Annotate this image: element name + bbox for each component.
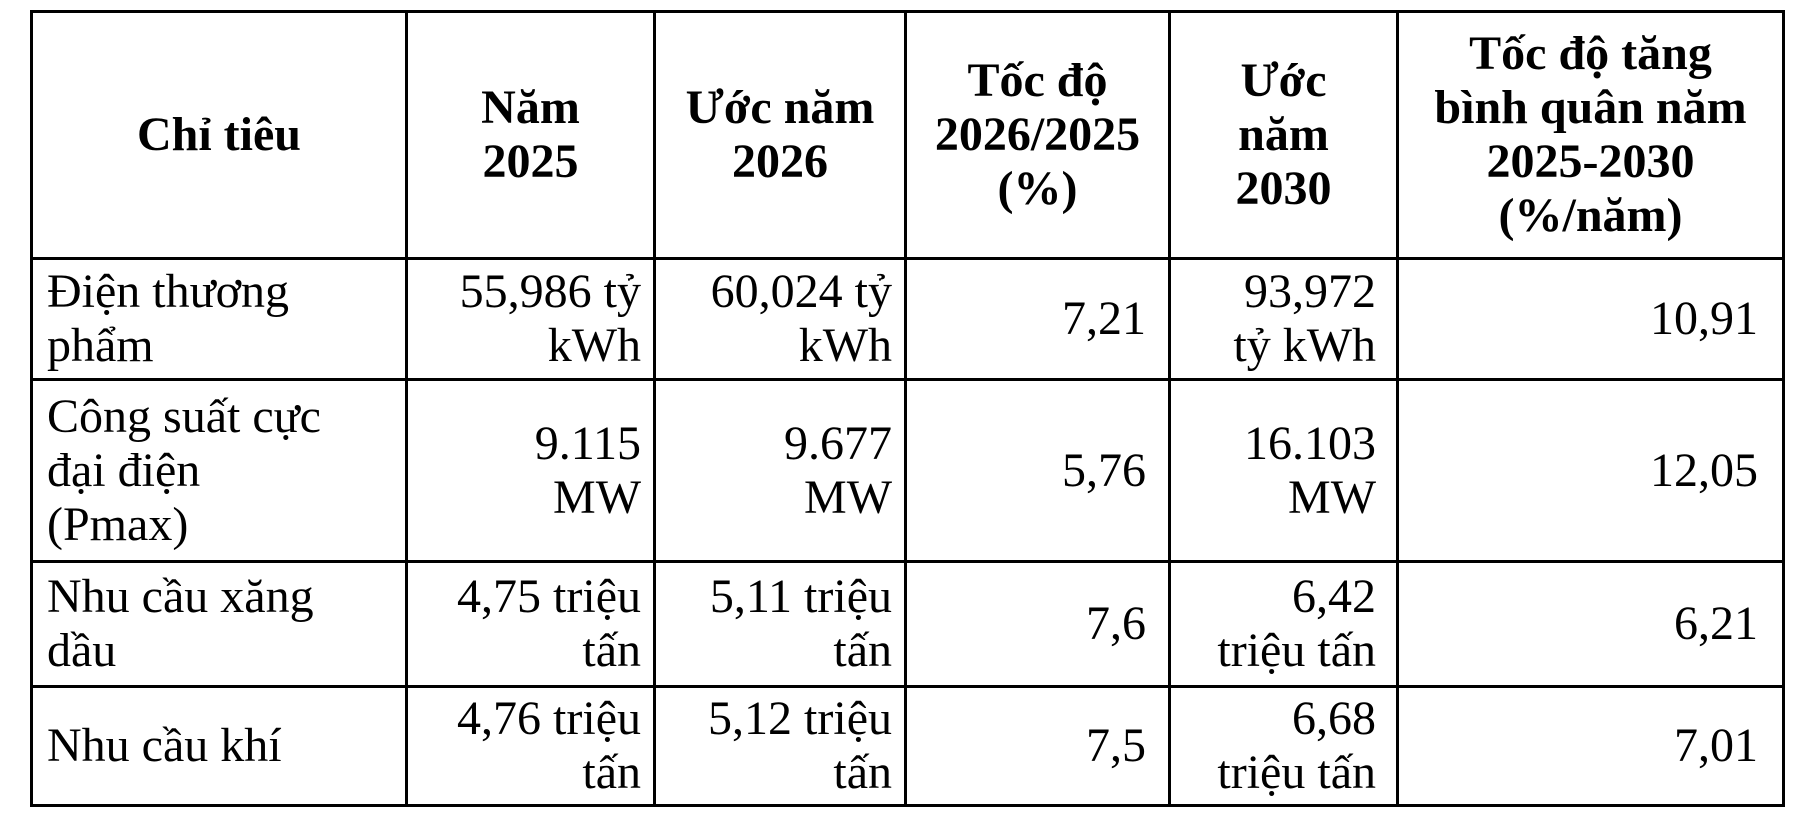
cell-est-year-2026: 5,11 triệu tấn <box>653 560 907 688</box>
cell-avg-growth-2025-2030: 12,05 <box>1396 378 1785 563</box>
cell-year-2025: 4,75 triệu tấn <box>405 560 656 688</box>
cell-year-2025: 4,76 triệu tấn <box>405 685 656 807</box>
energy-indicators-table: Chỉ tiêu Năm 2025 Ước năm 2026 Tốc độ 20… <box>30 10 1785 807</box>
cell-est-year-2026: 5,12 triệu tấn <box>653 685 907 807</box>
cell-growth-2026-vs-2025: 7,5 <box>904 685 1171 807</box>
table-row-commercial-electricity: Điện thương phẩm 55,986 tỷ kWh 60,024 tỷ… <box>30 257 1785 381</box>
cell-indicator: Điện thương phẩm <box>30 257 408 381</box>
cell-year-2025: 9.115 MW <box>405 378 656 563</box>
col-header-est-year-2026: Ước năm 2026 <box>653 10 907 260</box>
cell-growth-2026-vs-2025: 7,6 <box>904 560 1171 688</box>
cell-year-2025: 55,986 tỷ kWh <box>405 257 656 381</box>
cell-est-year-2030: 93,972 tỷ kWh <box>1168 257 1399 381</box>
cell-avg-growth-2025-2030: 7,01 <box>1396 685 1785 807</box>
col-header-est-year-2030: Ước năm 2030 <box>1168 10 1399 260</box>
col-header-growth-2026-vs-2025: Tốc độ 2026/2025 (%) <box>904 10 1171 260</box>
cell-est-year-2026: 60,024 tỷ kWh <box>653 257 907 381</box>
cell-est-year-2030: 16.103 MW <box>1168 378 1399 563</box>
cell-growth-2026-vs-2025: 5,76 <box>904 378 1171 563</box>
cell-growth-2026-vs-2025: 7,21 <box>904 257 1171 381</box>
table-row-max-power-pmax: Công suất cực đại điện (Pmax) 9.115 MW 9… <box>30 378 1785 563</box>
cell-avg-growth-2025-2030: 6,21 <box>1396 560 1785 688</box>
table-row-petroleum-demand: Nhu cầu xăng dầu 4,75 triệu tấn 5,11 tri… <box>30 560 1785 688</box>
cell-indicator: Nhu cầu khí <box>30 685 408 807</box>
cell-est-year-2026: 9.677 MW <box>653 378 907 563</box>
cell-est-year-2030: 6,68 triệu tấn <box>1168 685 1399 807</box>
col-header-year-2025: Năm 2025 <box>405 10 656 260</box>
col-header-avg-growth-2025-2030: Tốc độ tăng bình quân năm 2025-2030 (%/n… <box>1396 10 1785 260</box>
col-header-indicator: Chỉ tiêu <box>30 10 408 260</box>
cell-indicator: Nhu cầu xăng dầu <box>30 560 408 688</box>
cell-avg-growth-2025-2030: 10,91 <box>1396 257 1785 381</box>
header-row: Chỉ tiêu Năm 2025 Ước năm 2026 Tốc độ 20… <box>30 10 1785 260</box>
cell-est-year-2030: 6,42 triệu tấn <box>1168 560 1399 688</box>
cell-indicator: Công suất cực đại điện (Pmax) <box>30 378 408 563</box>
table-row-gas-demand: Nhu cầu khí 4,76 triệu tấn 5,12 triệu tấ… <box>30 685 1785 807</box>
